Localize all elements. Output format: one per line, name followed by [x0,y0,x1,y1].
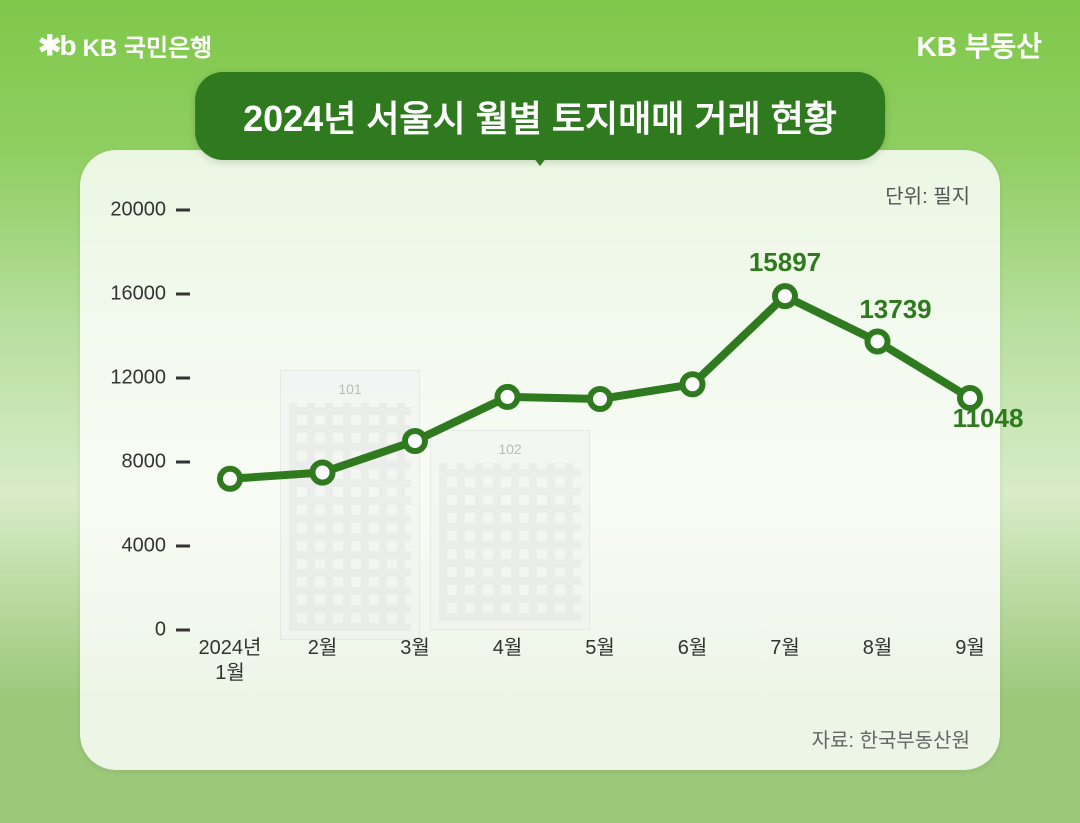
y-axis: 040008000120001600020000 [110,210,190,630]
x-axis: 2024년1월2월3월4월5월6월7월8월9월 [210,632,990,690]
x-label: 3월 [400,636,430,661]
unit-label: 단위: 필지 [885,180,970,209]
x-label: 2월 [308,636,338,661]
line-chart: 040008000120001600020000 158971373911048… [110,210,990,690]
title-tail-icon [526,148,554,166]
y-tick: 8000 [122,451,191,474]
plot-area: 158971373911048 [210,210,990,630]
y-tick: 0 [155,619,190,642]
brand-left: ✱b KB 국민은행 [38,28,212,63]
brand-left-text: KB 국민은행 [83,28,213,63]
data-label: 15897 [749,247,821,278]
y-tick: 4000 [122,535,191,558]
chart-title: 2024년 서울시 월별 토지매매 거래 현황 [195,72,885,160]
line-series [210,210,990,630]
x-label: 4월 [493,636,523,661]
x-label: 8월 [863,636,893,661]
x-label: 9월 [955,636,985,661]
source-label: 자료: 한국부동산원 [812,724,970,753]
y-tick: 16000 [110,283,190,306]
x-label: 7월 [770,636,800,661]
y-tick: 12000 [110,367,190,390]
y-tick: 20000 [110,199,190,222]
data-label: 11048 [953,403,1024,434]
brand-logo-icon: ✱b [38,29,75,62]
x-label: 5월 [585,636,615,661]
x-label: 6월 [678,636,708,661]
x-label: 2024년1월 [199,636,262,686]
brand-right: KB 부동산 [916,25,1042,65]
data-label: 13739 [859,294,931,325]
